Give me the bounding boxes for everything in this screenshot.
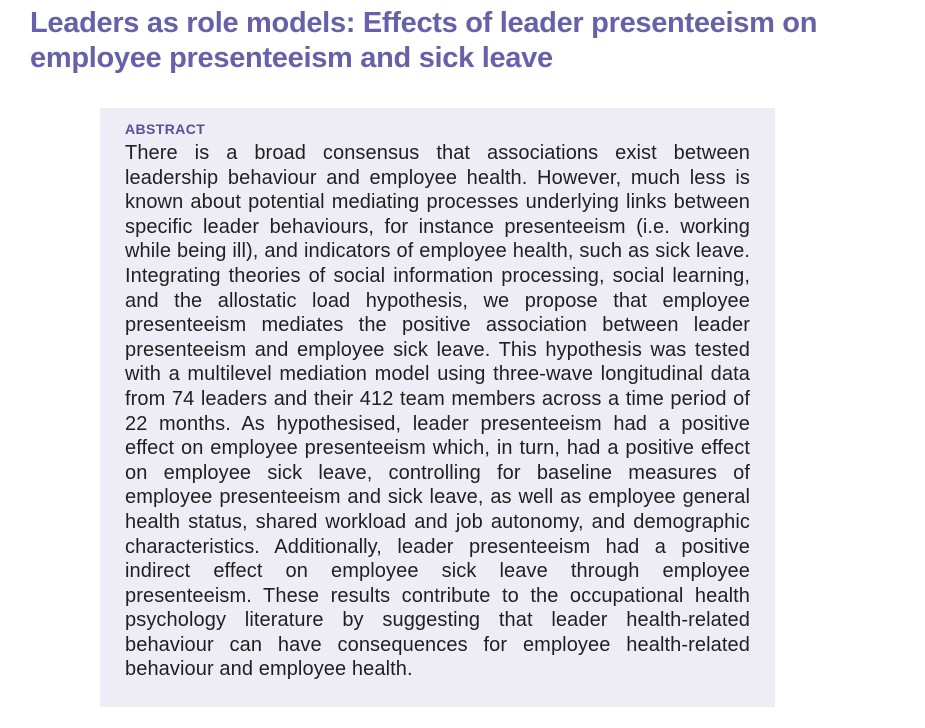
abstract-label: ABSTRACT [125,121,206,137]
abstract-body: There is a broad consensus that associat… [125,142,750,681]
article-title: Leaders as role models: Effects of leade… [30,6,910,76]
abstract-box: ABSTRACT There is a broad consensus that… [100,108,775,707]
article-title-line-2: employee presenteeism and sick leave [30,42,553,74]
article-title-line-1: Leaders as role models: Effects of leade… [30,7,818,39]
